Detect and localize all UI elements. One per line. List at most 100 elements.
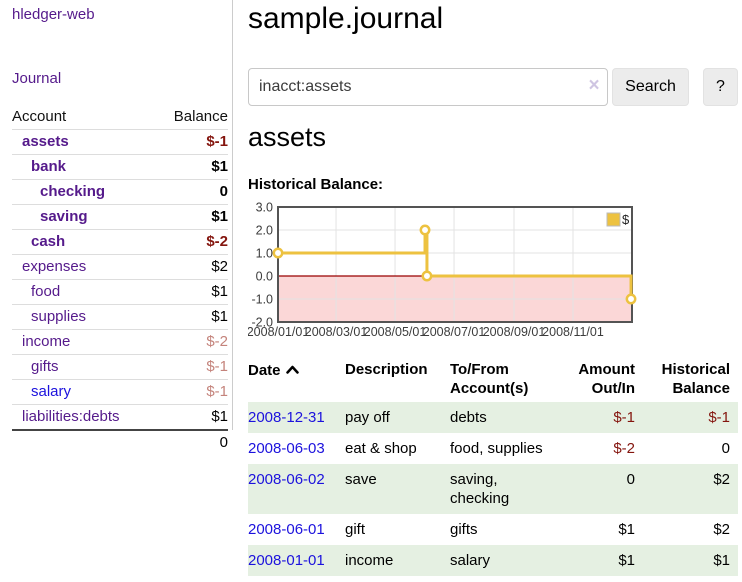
transaction-description: income <box>345 552 394 569</box>
account-row: income $-2 <box>12 329 228 355</box>
transaction-balance: 0 <box>721 440 730 457</box>
transaction-date-link[interactable]: 2008-06-01 <box>248 521 325 538</box>
account-balance: $1 <box>211 283 228 300</box>
transaction-date-link[interactable]: 2008-12-31 <box>248 409 325 426</box>
transaction-amount: $-1 <box>613 409 635 426</box>
account-balance: 0 <box>219 183 228 200</box>
account-row: expenses $2 <box>12 254 228 280</box>
svg-text:2008/07/01: 2008/07/01 <box>423 325 486 339</box>
svg-text:1.0: 1.0 <box>256 247 273 261</box>
svg-text:2008/01/01: 2008/01/01 <box>248 325 309 339</box>
sidebar-account-link[interactable]: supplies <box>31 308 87 325</box>
account-balance: $1 <box>211 158 228 175</box>
svg-text:2008/05/01: 2008/05/01 <box>364 325 427 339</box>
accounts-total-row: 0 <box>12 430 228 455</box>
register-row: 2008-06-01 gift gifts $1 $2 <box>248 514 738 545</box>
sidebar-account-link[interactable]: expenses <box>22 258 87 275</box>
transaction-balance: $2 <box>713 471 730 488</box>
svg-text:2008/09/01: 2008/09/01 <box>483 325 546 339</box>
sidebar-account-link[interactable]: salary <box>31 383 72 400</box>
sidebar-account-link[interactable]: cash <box>31 233 66 250</box>
main-content: sample.journal × Search ? assets Histori… <box>247 0 742 582</box>
sidebar-item-journal[interactable]: Journal <box>12 70 62 87</box>
svg-text:3.0: 3.0 <box>256 201 273 215</box>
account-row: salary $-1 <box>12 379 228 405</box>
brand-link[interactable]: hledger-web <box>12 6 95 23</box>
transaction-amount: $1 <box>618 552 635 569</box>
accounts-table: Account Balance assets $-1 bank $1 checking 0… <box>12 104 228 455</box>
transaction-accounts: saving, checking <box>450 471 510 507</box>
sidebar-account-link[interactable]: gifts <box>31 358 59 375</box>
account-balance: $1 <box>211 408 228 425</box>
register-header-accounts: To/From Account(s) <box>450 361 529 397</box>
page-title: sample.journal <box>248 2 444 35</box>
account-row: cash $-2 <box>12 229 228 255</box>
account-row: assets $-1 <box>12 129 228 155</box>
account-row: supplies $1 <box>12 304 228 330</box>
sidebar-account-link[interactable]: saving <box>40 208 88 225</box>
register-row: 2008-06-02 save saving, checking 0 $2 <box>248 464 738 514</box>
register-header-row: Date Description To/From Account(s) Amoun… <box>248 356 738 402</box>
sort-asc-icon <box>285 360 299 379</box>
search-button[interactable]: Search <box>612 68 689 106</box>
transaction-balance: $1 <box>713 552 730 569</box>
account-row: gifts $-1 <box>12 354 228 380</box>
account-balance: $-2 <box>206 233 228 250</box>
account-row: food $1 <box>12 279 228 305</box>
sidebar-account-link[interactable]: income <box>22 333 71 350</box>
transaction-date-link[interactable]: 2008-06-02 <box>248 471 325 488</box>
register-header-amount: Amount Out/In <box>578 361 635 397</box>
transaction-date-link[interactable]: 2008-06-03 <box>248 440 325 457</box>
transaction-amount: 0 <box>626 471 635 488</box>
accounts-header-balance: Balance <box>173 108 228 125</box>
transaction-amount: $1 <box>618 521 635 538</box>
transaction-amount: $-2 <box>613 440 635 457</box>
svg-text:0.0: 0.0 <box>256 270 273 284</box>
clear-search-icon[interactable]: × <box>588 75 600 96</box>
sidebar-account-link[interactable]: assets <box>22 133 69 150</box>
account-row: bank $1 <box>12 154 228 180</box>
historical-balance-chart: $3.0 2.0 1.0 0.0 -1.0 -2.0 2008/01/01 2008/03/0… <box>247 198 658 344</box>
transaction-date-link[interactable]: 2008-01-01 <box>248 552 325 569</box>
register-header-date-label: Date <box>248 362 281 379</box>
account-balance: $1 <box>211 208 228 225</box>
transaction-balance: $2 <box>713 521 730 538</box>
transaction-accounts: salary <box>450 552 491 569</box>
transaction-accounts: debts <box>450 409 487 426</box>
svg-text:-1.0: -1.0 <box>251 293 273 307</box>
account-balance: $2 <box>211 258 228 275</box>
register-header-description: Description <box>345 361 428 378</box>
svg-text:2008/11/01: 2008/11/01 <box>542 325 604 339</box>
account-balance: $-2 <box>206 333 228 350</box>
sidebar: hledger-web Journal Account Balance asse… <box>0 0 232 582</box>
register-row: 2008-12-31 pay off debts $-1 $-1 <box>248 402 738 433</box>
register-header-balance: Historical Balance <box>661 361 730 397</box>
search-input[interactable] <box>248 68 608 106</box>
chart-canvas: $3.0 2.0 1.0 0.0 -1.0 -2.02008/01/012008/03/0… <box>247 201 637 339</box>
help-button[interactable]: ? <box>703 68 738 106</box>
account-balance: $1 <box>211 308 228 325</box>
account-balance: $-1 <box>206 383 228 400</box>
accounts-header-account: Account <box>12 108 67 125</box>
account-balance: $-1 <box>206 358 228 375</box>
register-row: 2008-06-03 eat & shop food, supplies $-2 0 <box>248 433 738 464</box>
account-heading: assets <box>248 122 327 152</box>
transaction-description: save <box>345 471 377 488</box>
transaction-accounts: food, supplies <box>450 440 543 457</box>
transaction-description: gift <box>345 521 366 538</box>
account-row: saving $1 <box>12 204 228 230</box>
transaction-accounts: gifts <box>450 521 478 538</box>
sidebar-account-link[interactable]: food <box>31 283 61 300</box>
account-row: checking 0 <box>12 179 228 205</box>
sidebar-account-link[interactable]: checking <box>40 183 106 200</box>
sidebar-account-link[interactable]: liabilities:debts <box>22 408 120 425</box>
svg-text:-2.0: -2.0 <box>251 316 273 330</box>
account-row: liabilities:debts $1 <box>12 404 228 431</box>
transaction-description: eat & shop <box>345 440 417 457</box>
sidebar-account-link[interactable]: bank <box>31 158 67 175</box>
svg-text:2008/03/01: 2008/03/01 <box>305 325 368 339</box>
svg-text:$: $ <box>622 212 630 227</box>
register-row: 2008-01-01 income salary $1 $1 <box>248 545 738 576</box>
svg-text:2.0: 2.0 <box>256 224 273 238</box>
register-header-date[interactable]: Date <box>248 356 345 402</box>
